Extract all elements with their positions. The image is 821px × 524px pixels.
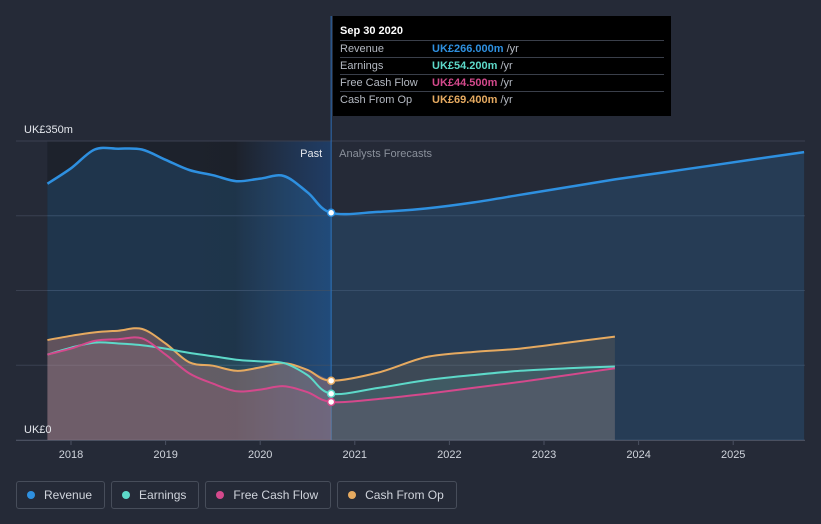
data-tooltip: Sep 30 2020 Revenue UK£266.000m /yr Earn… [333,16,671,116]
axis-labels: UK£350m UK£0 Past Analysts Forecasts 2018 201… [24,124,745,461]
line-earnings [47,341,615,396]
marker-revenue [326,208,336,218]
tooltip-label: Free Cash Flow [340,77,418,89]
grid-lines [16,16,805,441]
series-lines [46,146,805,404]
y-axis-top-label: UK£350m [24,124,73,136]
area-earnings [47,342,615,440]
legend-dot-icon [348,491,357,499]
tooltip-unit: /yr [506,43,519,55]
legend-item-cash-from-op[interactable]: Cash From Op [337,481,457,509]
legend-label: Free Cash Flow [233,488,319,502]
legend-label: Revenue [44,488,93,502]
x-tick-label: 2023 [532,449,556,461]
tooltip-row-free-cash-flow: Free Cash Flow UK£44.500m /yr [340,74,664,91]
tooltip-value: UK£69.400m [432,94,498,106]
tooltip-value: UK£266.000m [432,43,504,55]
legend-dot-icon [27,491,35,499]
tooltip-label: Revenue [340,43,385,55]
tooltip-date: Sep 30 2020 [340,25,403,37]
x-tick-label: 2022 [437,449,461,461]
marker-earnings [326,389,336,398]
x-tick-label: 2024 [626,449,650,461]
legend-dot-icon [216,491,225,499]
tooltip-value: UK£44.500m [432,77,498,89]
marker-cfo [326,376,336,385]
line-fcf [47,336,616,404]
tooltip-unit: /yr [500,77,513,89]
x-tick-label: 2019 [153,449,177,461]
legend-label: Earnings [139,488,187,502]
series-areas [47,147,805,440]
legend-item-revenue[interactable]: Revenue [16,481,106,509]
x-tick-label: 2020 [248,449,272,461]
tooltip-unit: /yr [500,60,513,72]
forecast-label: Analysts Forecasts [339,148,432,160]
line-revenue [46,146,805,216]
legend-item-earnings[interactable]: Earnings [111,481,200,509]
tooltip-value: UK£54.200m [432,60,498,72]
tooltip-row-revenue: Revenue UK£266.000m /yr [340,40,664,57]
tooltip-row-earnings: Earnings UK£54.200m /yr [340,57,664,74]
tooltip-row-cash-from-op: Cash From Op UK£69.400m /yr [340,91,664,108]
legend-item-free-cash-flow[interactable]: Free Cash Flow [205,481,332,509]
area-cfo-past-tint [47,328,332,440]
x-tick-label: 2018 [59,449,83,461]
area-fcf [47,337,615,440]
area-revenue [47,147,805,440]
tooltip-label: Cash From Op [340,94,413,106]
tooltip-unit: /yr [500,94,513,106]
chart-legend: Revenue Earnings Free Cash Flow Cash Fro… [16,481,457,509]
marker-fcf [326,397,336,407]
legend-dot-icon [122,491,131,499]
tooltip-label: Earnings [340,60,384,72]
past-label: Past [300,148,322,160]
line-cfo [47,327,616,382]
x-tick-label: 2025 [721,449,745,461]
legend-label: Cash From Op [365,488,444,502]
y-axis-bottom-label: UK£0 [24,424,52,436]
series-markers [326,208,336,407]
x-tick-label: 2021 [343,449,367,461]
